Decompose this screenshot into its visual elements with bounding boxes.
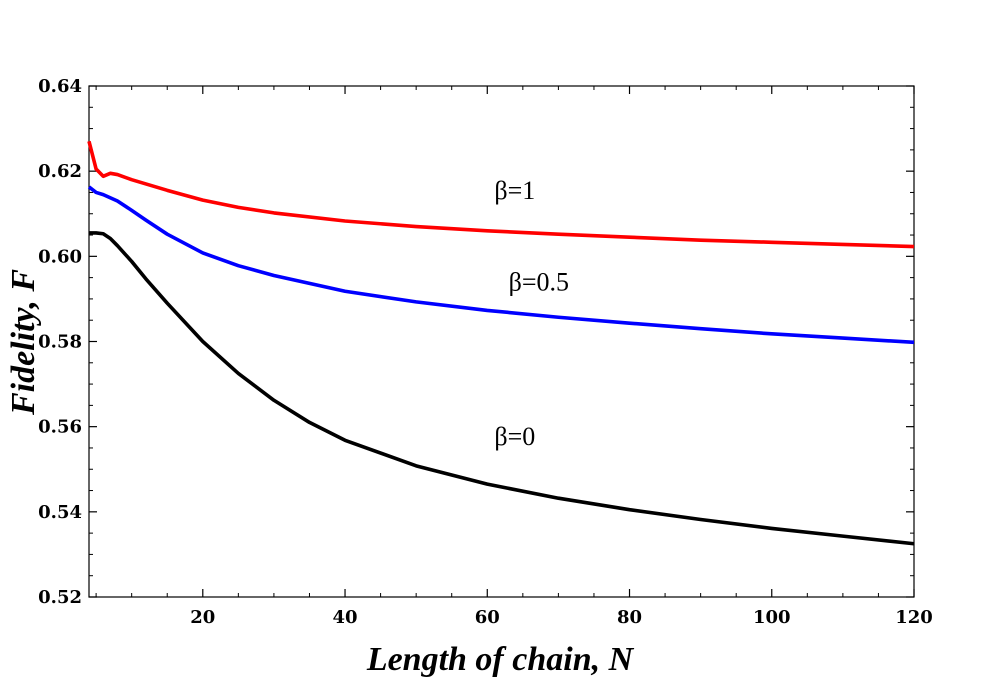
x-tick-label: 20 bbox=[190, 607, 215, 628]
plot-frame bbox=[88, 85, 915, 598]
curve-annotations: β=1 β=0.5 β=0 bbox=[494, 176, 569, 451]
x-tick-label: 60 bbox=[475, 607, 500, 628]
curve-label: β=0 bbox=[494, 422, 535, 451]
y-axis-title: Fidelity, F bbox=[5, 269, 42, 416]
series-lines bbox=[87, 140, 915, 546]
y-tick-label: 0.56 bbox=[38, 417, 82, 438]
y-tick-label: 0.64 bbox=[38, 76, 82, 97]
y-tick-label: 0.52 bbox=[38, 587, 82, 608]
y-tick-labels: 0.52 0.54 0.56 0.58 0.60 0.62 0.64 bbox=[38, 76, 82, 608]
y-tick-label: 0.58 bbox=[38, 332, 82, 353]
minor-ticks bbox=[89, 86, 914, 597]
curve-label: β=1 bbox=[494, 176, 535, 205]
y-tick-label: 0.54 bbox=[38, 502, 82, 523]
series-line-beta-1 bbox=[87, 140, 915, 249]
major-ticks bbox=[89, 85, 915, 598]
series-line-beta-0 bbox=[89, 231, 915, 546]
x-tick-label: 100 bbox=[753, 607, 791, 628]
x-axis-title: Length of chain, N bbox=[366, 641, 635, 678]
x-tick-label: 120 bbox=[895, 607, 933, 628]
y-tick-label: 0.60 bbox=[38, 246, 82, 267]
x-tick-labels: 20 40 60 80 100 120 bbox=[190, 607, 933, 628]
series-line-beta-0-5 bbox=[87, 185, 915, 345]
x-tick-label: 40 bbox=[333, 607, 358, 628]
curve-label: β=0.5 bbox=[509, 267, 569, 296]
y-tick-label: 0.62 bbox=[38, 161, 82, 182]
plot-frame-border bbox=[88, 85, 915, 598]
x-tick-label: 80 bbox=[617, 607, 642, 628]
